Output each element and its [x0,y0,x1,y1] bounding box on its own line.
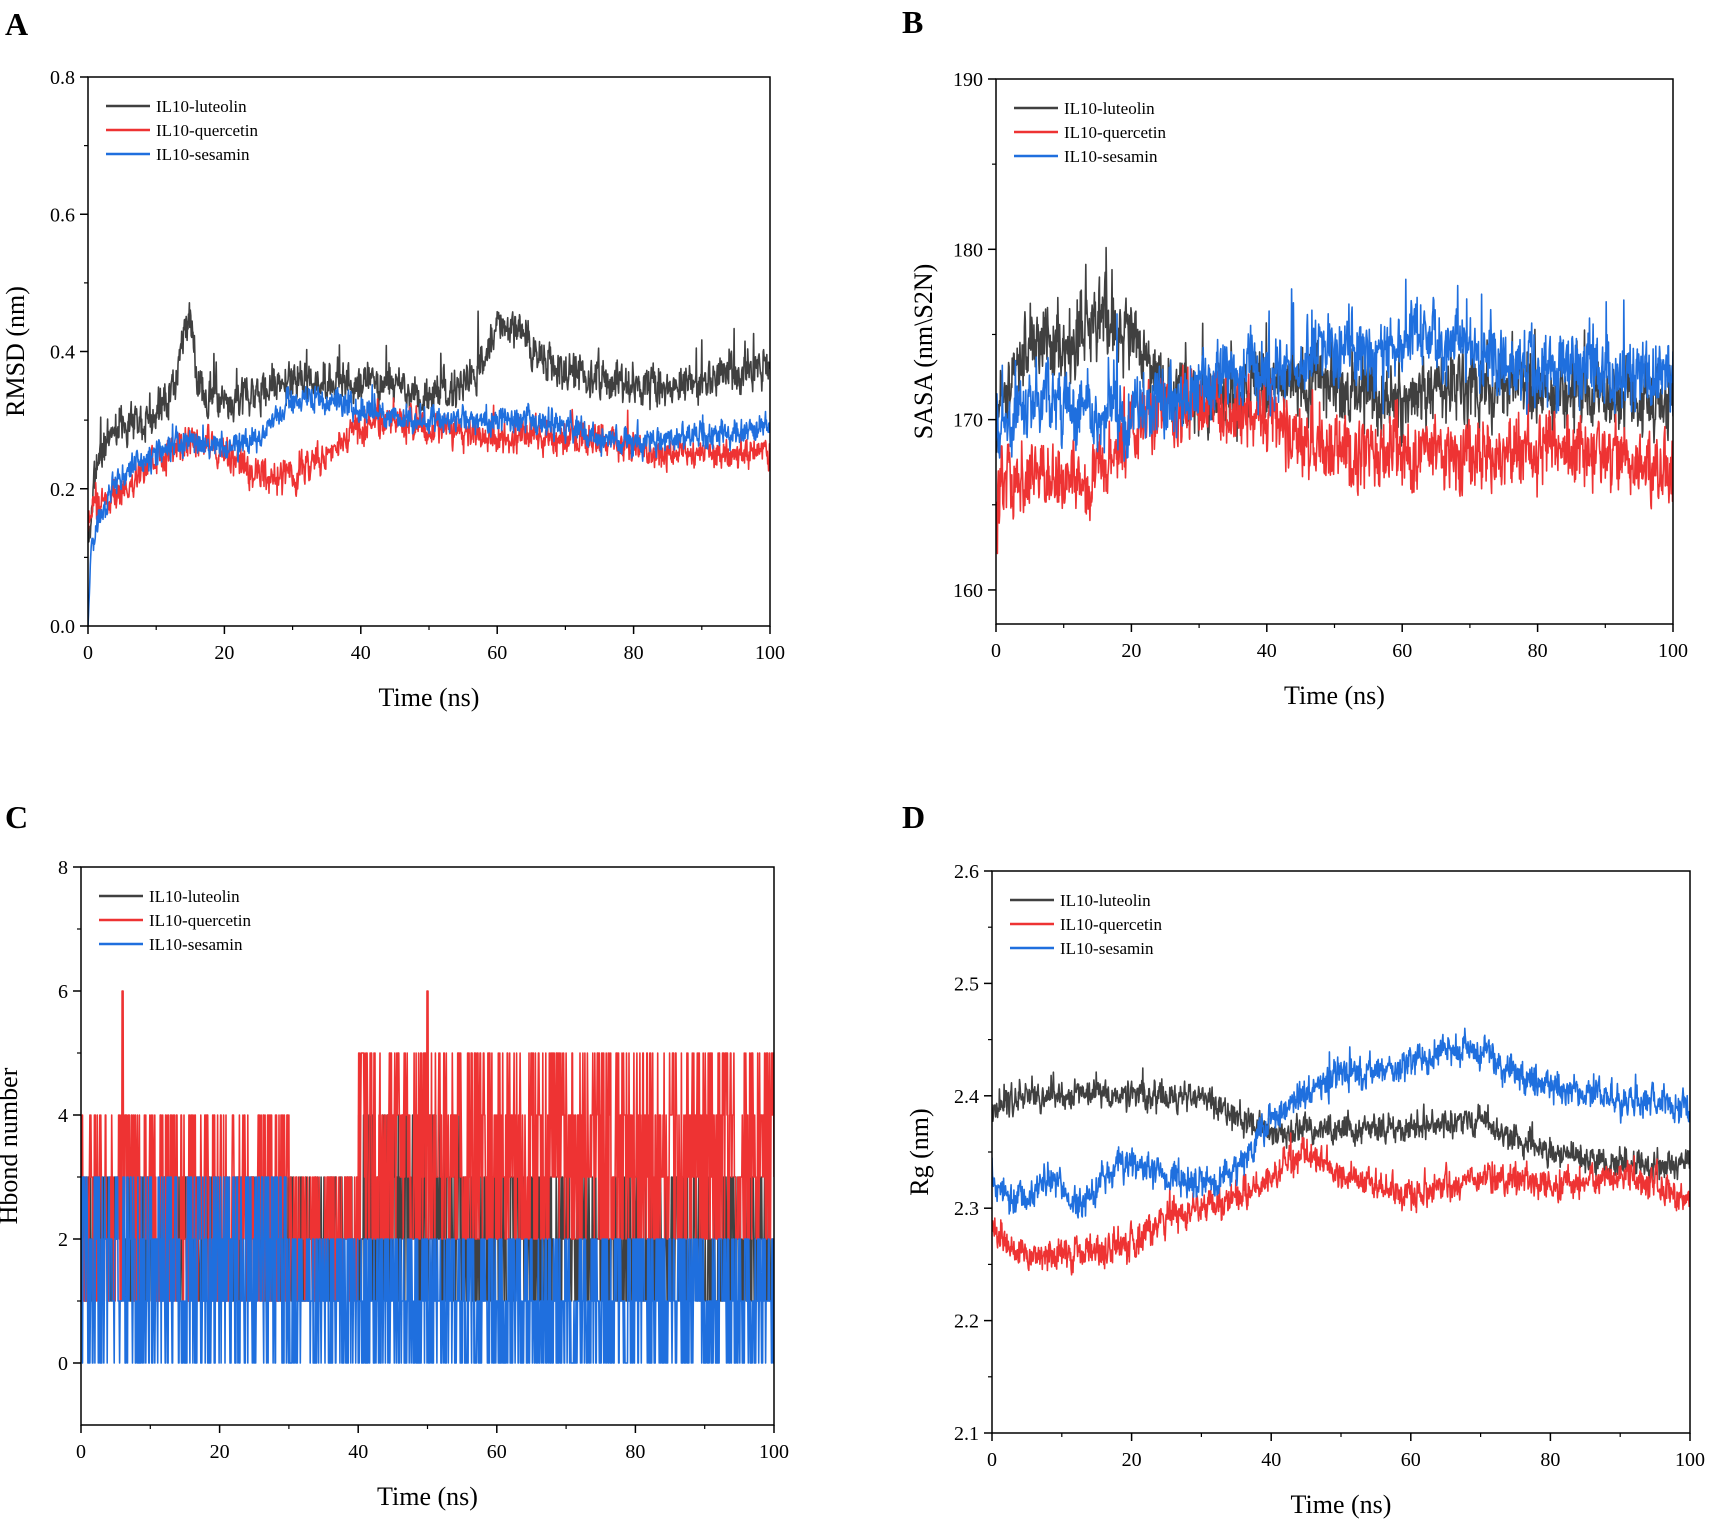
y-tick-label: 0.2 [50,479,75,501]
series-line-il10-luteolin [88,302,770,543]
legend-label: IL10-sesamin [1064,147,1158,166]
legend-label: IL10-quercetin [149,911,251,930]
legend-label: IL10-quercetin [1060,915,1162,934]
x-tick-label: 100 [755,642,785,664]
chart-panel-c: C 0 20 40 60 80 100 0 2 4 6 8 Time (ns) Hbond number I… [0,799,789,1511]
x-axis-title: Time (ns) [1291,1490,1392,1519]
y-tick-label: 0.4 [50,342,75,364]
y-tick-label: 180 [953,239,983,261]
legend-label: IL10-luteolin [149,887,240,906]
series-line-il10-quercetin [996,364,1673,555]
legend-label: IL10-sesamin [1060,939,1154,958]
panel-letter: C [5,799,28,835]
y-axis-title: RMSD (nm) [1,286,30,417]
x-tick-label: 20 [1122,1449,1142,1471]
x-tick-label: 40 [348,1441,368,1463]
x-tick-label: 60 [487,1441,507,1463]
x-axis-title: Time (ns) [1284,681,1385,710]
plot-data [996,246,1673,555]
x-tick-label: 60 [1401,1449,1421,1471]
y-tick-label: 2.1 [954,1423,979,1445]
x-tick-label: 100 [1658,640,1688,662]
legend-label: IL10-sesamin [149,935,243,954]
x-axis-title: Time (ns) [379,683,480,712]
legend-label: IL10-luteolin [1064,99,1155,118]
series-line-il10-sesamin [992,1027,1690,1219]
x-tick-label: 100 [759,1441,789,1463]
chart-panel-b: B 0 20 40 60 80 100 160 170 180 190 Time (ns) SASA (… [902,4,1688,710]
legend: IL10-luteolin IL10-quercetin IL10-sesamin [1010,891,1162,958]
legend-label: IL10-luteolin [156,97,247,116]
y-axis-title: Hbond number [0,1067,23,1224]
y-tick-label: 2 [58,1229,68,1251]
legend: IL10-luteolin IL10-quercetin IL10-sesamin [1014,99,1166,166]
x-tick-label: 80 [624,642,644,664]
x-tick-label: 80 [625,1441,645,1463]
legend-label: IL10-luteolin [1060,891,1151,910]
legend: IL10-luteolin IL10-quercetin IL10-sesamin [106,97,258,164]
series-line-il10-luteolin [992,1067,1690,1183]
panel-letter: A [5,6,28,42]
legend: IL10-luteolin IL10-quercetin IL10-sesamin [99,887,251,954]
x-tick-label: 0 [76,1441,86,1463]
y-tick-label: 4 [58,1105,68,1127]
x-tick-label: 60 [1392,640,1412,662]
y-tick-label: 0.0 [50,616,75,638]
y-tick-label: 0.6 [50,204,75,226]
x-tick-label: 100 [1675,1449,1705,1471]
series-line-il10-quercetin [88,397,770,532]
y-tick-label: 8 [58,857,68,879]
x-tick-label: 40 [1261,1449,1281,1471]
panel-letter: B [902,4,923,40]
y-tick-label: 190 [953,69,983,91]
x-tick-label: 0 [991,640,1001,662]
y-axis-title: SASA (nm\S2N) [909,264,938,440]
series-line-il10-quercetin [992,1132,1690,1276]
panel-letter: D [902,799,925,835]
y-tick-label: 2.5 [954,973,979,995]
plot-data [81,990,774,1364]
legend-label: IL10-quercetin [156,121,258,140]
x-tick-label: 20 [210,1441,230,1463]
series-line-il10-sesamin [81,1176,774,1364]
y-tick-label: 170 [953,410,983,432]
x-tick-label: 0 [987,1449,997,1471]
x-tick-label: 0 [83,642,93,664]
y-tick-label: 6 [58,981,68,1003]
y-tick-label: 2.2 [954,1311,979,1333]
x-tick-label: 60 [487,642,507,664]
plot-data [992,1027,1690,1276]
x-axis-title: Time (ns) [377,1482,478,1511]
y-axis-title: Rg (nm) [905,1108,934,1195]
x-tick-label: 80 [1540,1449,1560,1471]
y-tick-label: 2.3 [954,1198,979,1220]
y-tick-label: 160 [953,580,983,602]
plot-data [88,302,770,626]
x-tick-label: 20 [1121,640,1141,662]
legend-label: IL10-quercetin [1064,123,1166,142]
legend-label: IL10-sesamin [156,145,250,164]
x-tick-label: 80 [1528,640,1548,662]
x-tick-label: 40 [351,642,371,664]
series-line-il10-sesamin [996,278,1673,462]
x-tick-label: 40 [1257,640,1277,662]
y-tick-label: 0.8 [50,67,75,89]
series-line-il10-sesamin [88,384,770,626]
x-tick-label: 20 [214,642,234,664]
chart-panel-d: D 0 20 40 60 80 100 2.1 2.2 2.3 2.4 2.5 2.6 Time (ns)… [902,799,1705,1519]
y-tick-label: 0 [58,1353,68,1375]
chart-panel-a: A 0 20 40 60 80 100 0.0 0.2 0.4 0.6 0.8 Time (ns) RMS… [1,6,785,712]
y-tick-label: 2.6 [954,861,979,883]
y-tick-label: 2.4 [954,1086,979,1108]
